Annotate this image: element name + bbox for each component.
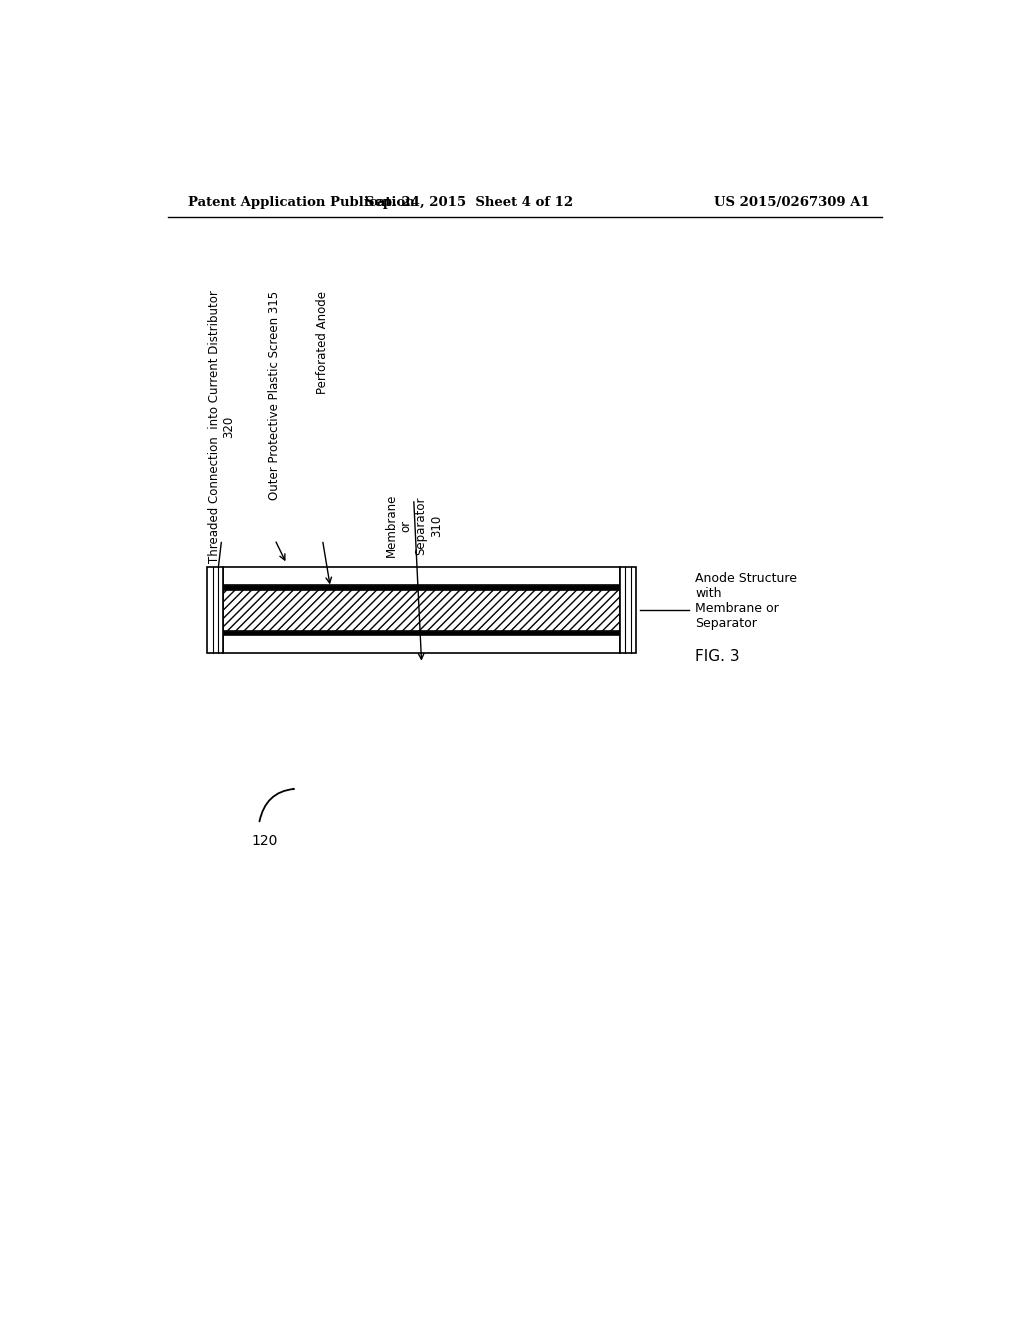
Text: Perforated Anode: Perforated Anode [316,290,329,393]
Bar [223,631,621,635]
Bar [223,590,621,631]
Bar [620,568,636,653]
Text: Sep. 24, 2015  Sheet 4 of 12: Sep. 24, 2015 Sheet 4 of 12 [366,195,573,209]
Text: US 2015/0267309 A1: US 2015/0267309 A1 [715,195,870,209]
Text: Threaded Connection  into Current Distributor
320: Threaded Connection into Current Distrib… [208,290,236,564]
Bar [223,585,621,590]
Text: Anode Structure
with
Membrane or
Separator: Anode Structure with Membrane or Separat… [695,572,798,630]
FancyArrowPatch shape [259,789,294,821]
Text: Membrane
or
Separator
310: Membrane or Separator 310 [385,494,442,557]
Bar [207,568,223,653]
Bar [223,568,621,585]
Bar [223,635,621,653]
Text: Patent Application Publication: Patent Application Publication [187,195,415,209]
Text: FIG. 3: FIG. 3 [695,649,740,664]
Text: Outer Protective Plastic Screen 315: Outer Protective Plastic Screen 315 [268,290,282,500]
Text: 120: 120 [251,834,278,849]
